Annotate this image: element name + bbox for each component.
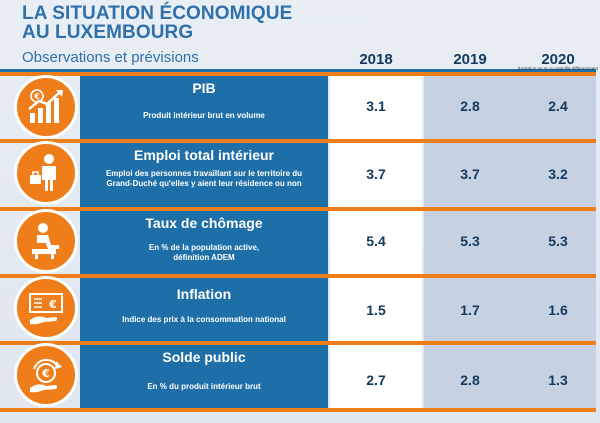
worker-briefcase-icon (14, 141, 78, 205)
row-panel-solde: Solde public En % du produit intérieur b… (80, 345, 328, 408)
row-desc-chomage-line1: En % de la population active, (148, 243, 260, 252)
row-desc-chomage-line2: définition ADEM (173, 253, 235, 262)
value-solde-2018: 2.7 (366, 372, 386, 388)
row-panel-pib: PIB Produit intérieur brut en volume (80, 76, 328, 139)
column-header-2018: 2018 (359, 51, 393, 68)
row-desc-pib: Produit intérieur brut en volume (143, 111, 265, 120)
euro-coin-hand-icon: € (14, 343, 78, 407)
value-chomage-2020: 5.3 (548, 233, 568, 249)
row-title-solde: Solde public (162, 349, 246, 365)
row-separator (0, 207, 596, 211)
seated-person-icon (14, 209, 78, 273)
column-band-2018 (330, 76, 422, 410)
row-desc-emploi-line2: Grand-Duché qu'elles y aient leur réside… (106, 179, 302, 188)
row-desc-inflation: Indice des prix à la consommation nation… (122, 315, 286, 324)
row-title-emploi: Emploi total intérieur (133, 147, 274, 163)
value-inflation-2019: 1.7 (460, 302, 480, 318)
row-title-pib: PIB (192, 80, 216, 96)
svg-text:€: € (48, 298, 57, 311)
row-panel-inflation: Inflation Indice des prix à la consommat… (80, 278, 328, 341)
row-title-chomage: Taux de chômage (145, 215, 263, 231)
value-emploi-2019: 3.7 (460, 166, 480, 182)
value-solde-2019: 2.8 (460, 372, 480, 388)
row-title-inflation: Inflation (176, 286, 232, 302)
title-line-2: AU LUXEMBOURG (22, 22, 194, 43)
row-separator (0, 341, 596, 345)
value-chomage-2018: 5.4 (366, 233, 386, 249)
row-separator (0, 408, 596, 412)
value-chomage-2019: 5.3 (460, 233, 480, 249)
row-separator (0, 274, 596, 278)
value-pib-2019: 2.8 (460, 98, 480, 114)
row-separator (0, 72, 596, 76)
value-inflation-2020: 1.6 (548, 302, 568, 318)
value-pib-2020: 2.4 (548, 98, 568, 114)
value-solde-2020: 1.3 (548, 372, 568, 388)
column-header-2019: 2019 (453, 51, 487, 68)
row-desc-emploi-line1: Emploi des personnes travaillant sur le … (105, 169, 303, 178)
subtitle: Observations et prévisions (22, 49, 199, 66)
svg-text:€: € (41, 367, 50, 380)
euro-note-hand-icon: € (14, 276, 78, 340)
row-panel-emploi: Emploi total intérieur Emploi des person… (80, 143, 328, 207)
value-emploi-2020: 3.2 (548, 166, 568, 182)
page-title: LA SITUATION ÉCONOMIQUE AU LUXEMBOURG (22, 4, 292, 42)
column-band-2019-2020 (424, 76, 596, 410)
subtitle-divider (0, 69, 596, 72)
value-emploi-2018: 3.7 (366, 166, 386, 182)
column-header-2020: 2020 (541, 51, 575, 68)
value-pib-2018: 3.1 (366, 98, 386, 114)
unit-note: Évolution en % ou spécifié différemment (517, 66, 598, 71)
title-line-1: LA SITUATION ÉCONOMIQUE (22, 3, 293, 24)
row-separator (0, 139, 596, 143)
value-inflation-2018: 1.5 (366, 302, 386, 318)
row-desc-solde: En % du produit intérieur brut (147, 382, 261, 391)
row-panel-chomage: Taux de chômage En % de la population ac… (80, 211, 328, 274)
svg-text:€: € (33, 92, 40, 101)
euro-growth-chart-icon: € (14, 75, 78, 139)
